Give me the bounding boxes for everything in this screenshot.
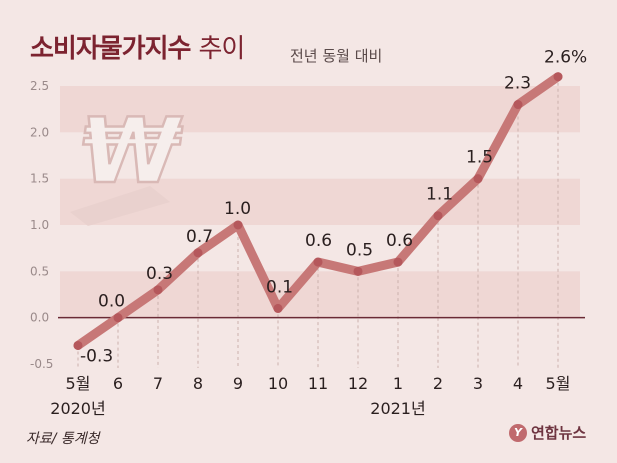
data-label: -0.3 (80, 346, 113, 366)
x-tick-label: 3 (473, 374, 483, 393)
data-point (73, 340, 83, 350)
x-tick-label: 12 (348, 374, 368, 393)
won-currency-icon: ₩ (70, 98, 189, 226)
data-point (353, 266, 363, 276)
x-tick-label: 7 (153, 374, 163, 393)
data-point (233, 220, 243, 230)
data-point (473, 174, 483, 184)
data-point (193, 248, 203, 258)
data-point (393, 257, 403, 267)
y-axis-ticks: -0.5 0.0 0.5 1.0 1.5 2.0 2.5 (30, 79, 53, 371)
x-tick-label: 8 (193, 374, 203, 393)
yonhap-logo-icon: Y (509, 423, 527, 442)
chart-title-main: 소비자물가지수 (30, 34, 191, 64)
data-label: 1.1 (426, 185, 453, 205)
year-label: 2021년 (370, 399, 425, 418)
grid-band (60, 86, 580, 133)
chart-title: 소비자물가지수 추이 (30, 28, 246, 65)
x-tick-label: 6 (113, 374, 123, 393)
y-tick-label: 1.0 (30, 218, 49, 232)
data-point (153, 285, 163, 295)
y-tick-label: -0.5 (30, 357, 53, 371)
data-point (553, 72, 563, 82)
data-label: 1.5 (466, 148, 493, 168)
chart-title-suffix: 추이 (198, 34, 246, 64)
year-labels: 2020년 2021년 (50, 399, 425, 418)
data-label: 0.6 (305, 231, 332, 251)
x-tick-label: 10 (268, 374, 288, 393)
data-label: 1.0 (224, 199, 251, 219)
x-tick-label: 2 (433, 374, 443, 393)
data-label: 0.5 (346, 240, 373, 260)
y-tick-label: 1.5 (30, 172, 49, 186)
x-axis-ticks: 5월 6 7 8 9 10 11 12 1 2 3 4 5월 (66, 374, 571, 393)
source-note: 자료/ 통계청 (26, 431, 100, 447)
x-tick-label: 5월 (66, 374, 91, 393)
data-label: 0.0 (98, 292, 125, 312)
publisher-logo: Y 연합뉴스 (509, 422, 586, 443)
y-tick-label: 0.5 (30, 264, 49, 278)
grid-bands (60, 86, 580, 318)
data-label: 0.1 (266, 277, 293, 297)
vertical-guides (77, 76, 559, 368)
y-tick-label: 2.0 (30, 125, 49, 139)
data-points (73, 72, 563, 350)
data-label: 0.6 (386, 231, 413, 251)
x-tick-label: 1 (393, 374, 403, 393)
data-point (513, 100, 523, 110)
data-label: 2.3 (504, 74, 531, 94)
x-tick-label: 11 (308, 374, 328, 393)
data-labels: -0.3 0.0 0.3 0.7 1.0 0.1 0.6 0.5 0.6 1.1 1.5 2.3 2.6… (80, 48, 587, 367)
data-label: 2.6% (544, 48, 587, 68)
data-point (433, 211, 443, 221)
data-point (113, 313, 123, 323)
publisher-name: 연합뉴스 (531, 424, 587, 442)
chart-subtitle: 전년 동월 대비 (290, 47, 383, 65)
grid-band (60, 271, 580, 318)
y-tick-label: 2.5 (30, 79, 49, 93)
y-tick-label: 0.0 (30, 311, 49, 325)
data-label: 0.7 (186, 227, 213, 247)
x-tick-label: 5월 (546, 374, 571, 393)
data-point (313, 257, 323, 267)
x-tick-label: 9 (233, 374, 243, 393)
x-tick-label: 4 (513, 374, 523, 393)
svg-text:₩: ₩ (74, 99, 188, 203)
year-label: 2020년 (50, 399, 105, 418)
data-label: 0.3 (146, 264, 173, 284)
data-point (273, 303, 283, 313)
